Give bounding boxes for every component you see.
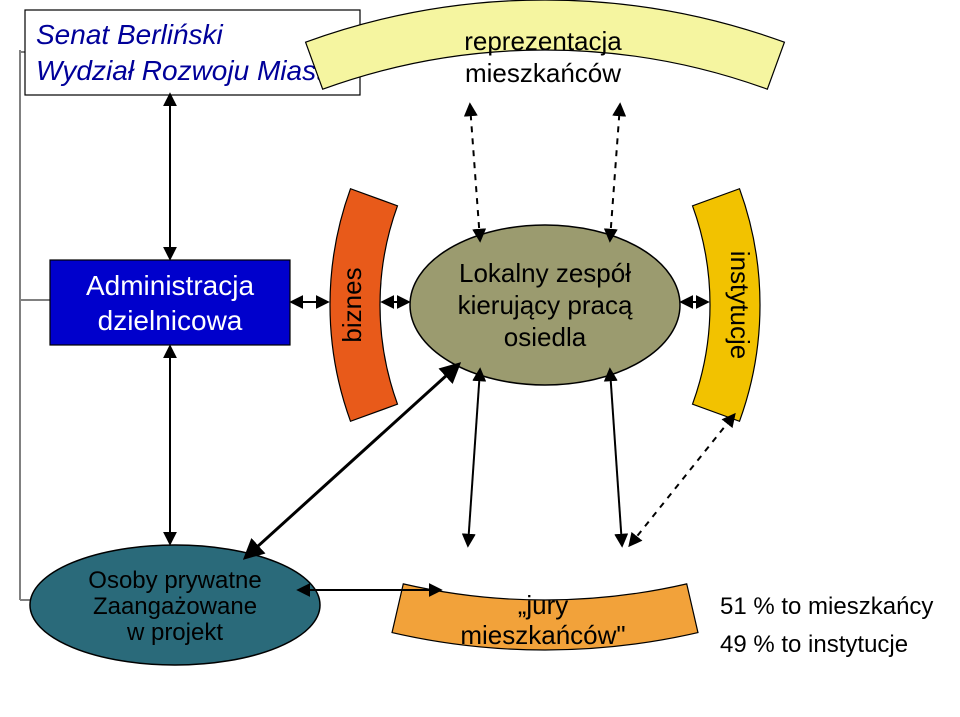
banner-top-line1: reprezentacja xyxy=(464,26,622,56)
diagram-canvas: Senat Berliński Wydział Rozwoju Miasta Adm… xyxy=(0,0,960,717)
banner-biznes-label: biznes xyxy=(337,267,367,342)
arrow xyxy=(610,370,622,545)
banner-jury-line2: mieszkańców" xyxy=(460,620,625,650)
admin-line1: Administracja xyxy=(86,270,254,301)
central-line1: Lokalny zespół xyxy=(459,258,631,288)
banner-instytucje-label: instytucje xyxy=(725,251,755,359)
osoby-line2: Zaangażowane xyxy=(93,593,257,620)
arrow xyxy=(630,415,734,545)
arrow xyxy=(610,105,620,240)
banner-jury-line1: „jury xyxy=(518,590,569,620)
stat-line1: 51 % to mieszkańcy xyxy=(720,593,933,620)
title-line1: Senat Berliński xyxy=(36,19,224,50)
osoby-line3: w projekt xyxy=(126,619,223,646)
title-line2: Wydział Rozwoju Miasta xyxy=(36,55,339,86)
admin-line2: dzielnicowa xyxy=(98,305,243,336)
arrow xyxy=(470,105,480,240)
osoby-line1: Osoby prywatne xyxy=(88,567,261,594)
central-line3: osiedla xyxy=(504,322,587,352)
stat-line2: 49 % to instytucje xyxy=(720,631,908,658)
banner-top-line2: mieszkańców xyxy=(465,58,621,88)
central-line2: kierujący pracą xyxy=(458,290,633,320)
arrow xyxy=(468,370,480,545)
